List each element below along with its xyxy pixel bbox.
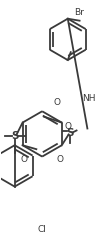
Text: O: O (21, 155, 28, 164)
Text: S: S (11, 131, 18, 141)
Text: O: O (53, 98, 60, 107)
Text: Cl: Cl (38, 225, 47, 235)
Text: S: S (66, 128, 73, 139)
Text: Br: Br (74, 8, 84, 17)
Text: NH: NH (83, 94, 96, 103)
Text: O: O (56, 155, 63, 164)
Text: O: O (64, 122, 71, 131)
